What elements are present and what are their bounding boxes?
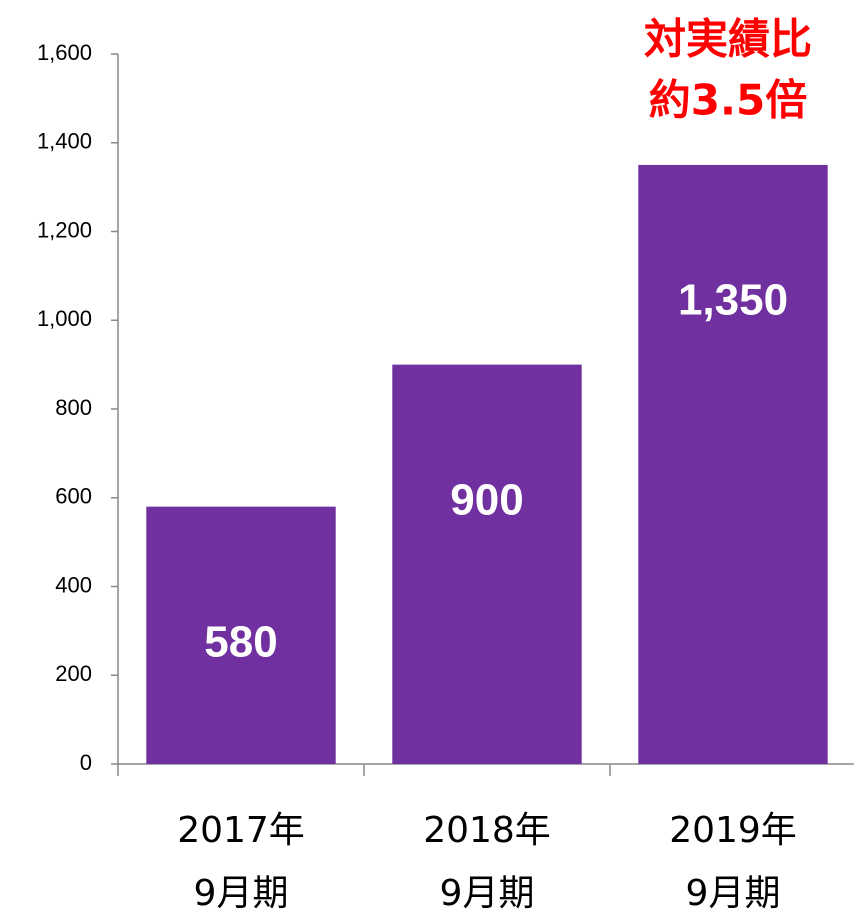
data-label: 1,350 bbox=[678, 276, 788, 325]
y-tick-label: 1,600 bbox=[37, 40, 92, 65]
y-tick-label: 600 bbox=[55, 484, 92, 509]
annotation: 約3.5倍 bbox=[649, 76, 807, 125]
bar bbox=[638, 164, 828, 764]
y-tick-label: 0 bbox=[80, 750, 92, 775]
x-tick-label: 2017年 bbox=[177, 810, 305, 851]
x-tick-label: 2019年 bbox=[669, 810, 797, 851]
annotation: 対実績比 bbox=[644, 15, 812, 64]
data-label: 900 bbox=[450, 475, 523, 524]
y-tick-label: 400 bbox=[55, 572, 92, 597]
y-tick-label: 800 bbox=[55, 395, 92, 420]
x-tick-label: 2018年 bbox=[423, 810, 551, 851]
bar bbox=[146, 506, 336, 764]
y-tick-label: 1,000 bbox=[37, 306, 92, 331]
bar bbox=[392, 364, 582, 764]
x-tick-label: 9月期 bbox=[194, 873, 289, 914]
data-label: 580 bbox=[204, 617, 277, 666]
y-tick-label: 200 bbox=[55, 661, 92, 686]
y-tick-label: 1,400 bbox=[37, 129, 92, 154]
x-tick-label: 9月期 bbox=[440, 873, 535, 914]
x-tick-label: 9月期 bbox=[686, 873, 781, 914]
y-tick-label: 1,200 bbox=[37, 217, 92, 242]
